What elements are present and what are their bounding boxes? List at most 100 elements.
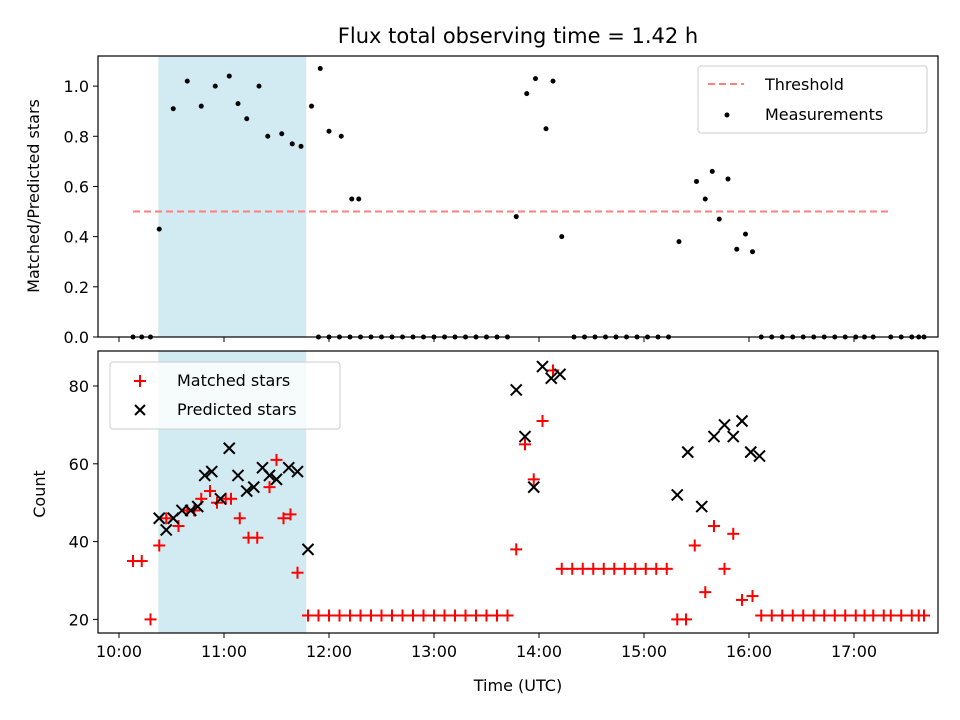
matched-star-point [639, 562, 652, 575]
matched-star-point [884, 609, 897, 622]
predicted-star-point [184, 504, 197, 517]
matched-star-point [608, 562, 621, 575]
matched-star-point [365, 609, 377, 622]
predicted-star-point [240, 484, 253, 498]
xtick-label: 10:00 [96, 642, 142, 661]
matched-star-point [135, 555, 148, 568]
measurement-point [298, 143, 304, 149]
measurement-point [533, 76, 538, 82]
predicted-star-point [536, 360, 549, 373]
matched-star-point [263, 481, 276, 494]
predicted-star-point [671, 488, 684, 502]
measurement-point [676, 239, 682, 245]
measurement-point [543, 126, 549, 132]
measurement-point [743, 231, 748, 237]
predicted-star-point [231, 469, 245, 482]
predicted-star-point [301, 543, 315, 556]
predicted-star-point [247, 480, 260, 494]
matched-star-point [160, 512, 173, 525]
measurement-point [184, 78, 190, 84]
xtick-label: 16:00 [726, 642, 772, 661]
matched-star-point [510, 543, 523, 556]
legend-measurements-swatch [724, 112, 730, 118]
measurement-point [170, 106, 176, 112]
matched-star-point [708, 520, 720, 533]
measurement-point [524, 91, 530, 97]
matched-star-point [144, 613, 157, 626]
legend-measurements-label: Measurements [765, 105, 883, 124]
bottom-ytick-label: 80 [69, 377, 89, 396]
bottom-legend: Matched stars Predicted stars [109, 361, 341, 430]
matched-star-point [438, 609, 451, 622]
xtick-label: 17:00 [831, 642, 877, 661]
top-ytick-label: 0.6 [64, 177, 89, 196]
measurement-point [265, 133, 271, 139]
predicted-star-point [695, 500, 708, 513]
matched-star-point [746, 590, 759, 603]
measurement-point [349, 196, 355, 202]
predicted-star-point [510, 383, 523, 397]
measurement-point [226, 73, 232, 79]
predicted-star-point [735, 414, 749, 428]
x-axis-label: Time (UTC) [473, 676, 562, 695]
measurement-point [235, 101, 241, 107]
top-ytick-label: 1.0 [64, 77, 89, 96]
matched-star-point [597, 562, 610, 575]
matched-star-point [417, 609, 430, 622]
matched-star-point [555, 562, 568, 575]
matched-star-point [797, 609, 810, 622]
measurement-point [198, 103, 204, 109]
matched-star-point [491, 609, 503, 622]
matched-star-point [727, 527, 740, 540]
predicted-star-point [527, 480, 540, 494]
predicted-star-point [744, 445, 757, 459]
predicted-star-point [707, 430, 721, 443]
matched-star-point [839, 609, 852, 622]
matched-star-point [323, 609, 335, 622]
matched-star-point [428, 609, 440, 622]
matched-star-point [718, 562, 731, 575]
top-ytick-label: 0.4 [64, 228, 89, 247]
measurement-point [338, 133, 344, 139]
top-ytick-label: 0.0 [64, 328, 89, 347]
matched-star-point [807, 609, 820, 622]
predicted-star-point [545, 372, 558, 385]
matched-star-point [291, 566, 304, 579]
matched-star-point [699, 586, 712, 599]
matched-star-point [587, 562, 600, 575]
bottom-ytick-label: 40 [69, 533, 89, 552]
predicted-star-point [753, 449, 766, 463]
matched-star-point [895, 609, 908, 622]
bottom-legend-box [109, 361, 341, 430]
predicted-star-point [223, 442, 236, 455]
predicted-star-point [214, 492, 227, 506]
predicted-star-point [153, 512, 166, 525]
measurement-point [750, 249, 755, 255]
predicted-star-point [270, 473, 283, 486]
top-legend: Threshold Measurements [697, 65, 928, 134]
predicted-star-point [553, 368, 567, 381]
matched-star-point [776, 609, 789, 622]
predicted-star-point [205, 465, 218, 478]
legend-matched-swatch [134, 375, 146, 387]
matched-star-point [284, 508, 297, 521]
predicted-star-point [263, 469, 276, 482]
measurement-point [559, 234, 565, 240]
top-ytick-label: 0.2 [64, 278, 89, 297]
measurement-point [309, 103, 314, 109]
predicted-star-point [291, 465, 304, 478]
measurement-point [725, 176, 731, 182]
measurement-point [356, 196, 362, 202]
matched-star-point [576, 562, 589, 575]
matched-star-point [375, 609, 388, 622]
measurement-point [244, 116, 250, 122]
matched-star-point [449, 609, 461, 622]
bottom-ytick-label: 20 [69, 610, 89, 629]
measurement-point [156, 226, 162, 232]
predicted-star-point [198, 469, 211, 482]
matched-star-point [407, 609, 419, 622]
top-shaded-region [158, 56, 307, 337]
matched-star-point [354, 609, 367, 622]
measurement-point [326, 128, 332, 134]
